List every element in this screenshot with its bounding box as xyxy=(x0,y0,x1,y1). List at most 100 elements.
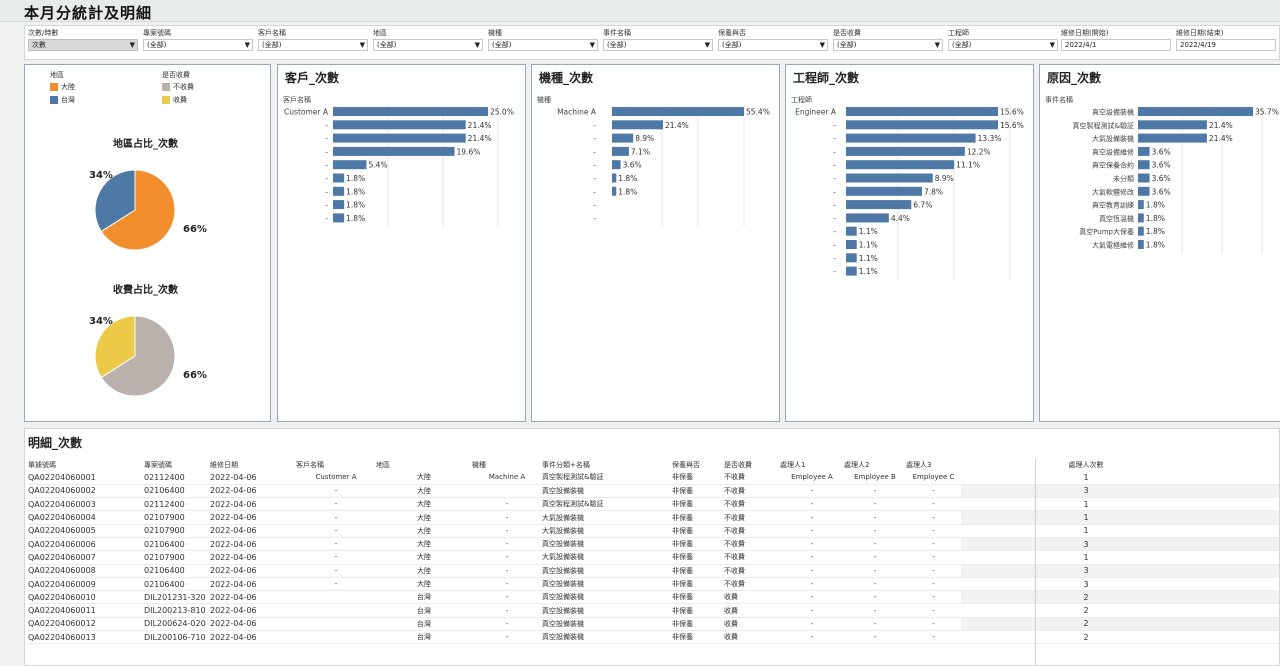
table-cell: 02106400 xyxy=(144,577,210,592)
bar[interactable] xyxy=(1138,226,1144,236)
column-header[interactable]: 專案號碼 xyxy=(144,461,172,469)
column-header[interactable]: 地區 xyxy=(376,461,390,469)
filter-dropdown[interactable]: (全部) ▼ xyxy=(258,39,368,51)
table-cell: - xyxy=(780,603,844,618)
column-header[interactable]: 客戶名稱 xyxy=(296,461,324,469)
chevron-down-icon[interactable]: ▼ xyxy=(819,41,825,49)
bar[interactable] xyxy=(333,160,367,170)
pie-slice-0[interactable] xyxy=(100,169,176,251)
filter-dropdown[interactable]: (全部) ▼ xyxy=(718,39,828,51)
bar[interactable] xyxy=(846,133,976,143)
table-cell: Customer A xyxy=(296,471,376,485)
bar[interactable] xyxy=(846,213,889,223)
table-row[interactable]: QA02204060011 DIL200213-810 2022-04-06 台灣 - 真… xyxy=(28,603,1279,618)
column-header[interactable]: 機種 xyxy=(472,461,486,469)
bar-value-label: 7.8% xyxy=(924,187,943,196)
table-row[interactable]: QA02204060013 DIL200106-710 2022-04-06 台灣 - 真… xyxy=(28,630,1279,645)
bar[interactable] xyxy=(612,107,744,116)
bar[interactable] xyxy=(1138,133,1207,143)
filter-dropdown[interactable]: (全部) ▼ xyxy=(373,39,483,51)
pie-slice-0[interactable] xyxy=(100,315,176,397)
table-row[interactable]: QA02204060010 DIL201231-320 2022-04-06 台灣 - 真… xyxy=(28,590,1279,605)
bar[interactable] xyxy=(1138,160,1150,170)
column-header[interactable]: 保養與否 xyxy=(672,461,700,469)
bar[interactable] xyxy=(612,133,634,143)
filter-dropdown[interactable]: 2022/4/19 xyxy=(1176,39,1276,51)
filter-dropdown[interactable]: (全部) ▼ xyxy=(143,39,253,51)
filter-dropdown[interactable]: (全部) ▼ xyxy=(948,39,1058,51)
chevron-down-icon[interactable]: ▼ xyxy=(589,41,595,49)
bar[interactable] xyxy=(846,160,955,170)
chevron-down-icon[interactable]: ▼ xyxy=(704,41,710,49)
table-cell: - xyxy=(472,510,542,525)
table-row[interactable]: QA02204060006 02106400 2022-04-06- 大陸 - 真空設備裝… xyxy=(28,537,1279,552)
bar[interactable] xyxy=(612,186,617,196)
bar[interactable] xyxy=(846,146,965,156)
table-cell xyxy=(296,590,376,605)
bar[interactable] xyxy=(333,107,488,116)
column-header[interactable]: 處理人次數 xyxy=(1068,461,1104,469)
bar[interactable] xyxy=(846,186,922,196)
column-header[interactable]: 單據號碼 xyxy=(28,461,56,469)
column-header[interactable]: 時數 xyxy=(1211,459,1279,471)
filter-dropdown[interactable]: (全部) ▼ xyxy=(488,39,598,51)
bar[interactable] xyxy=(333,173,345,183)
bar[interactable] xyxy=(1138,213,1144,223)
column-header[interactable]: 維修日期 xyxy=(210,461,238,469)
table-row[interactable]: QA02204060009 02106400 2022-04-06- 大陸 - 真空設備裝… xyxy=(28,577,1279,592)
bar[interactable] xyxy=(846,173,933,183)
bar[interactable] xyxy=(333,120,466,130)
filter-dropdown[interactable]: (全部) ▼ xyxy=(833,39,943,51)
bar[interactable] xyxy=(1138,120,1207,130)
column-header[interactable]: 事件分類+名稱 xyxy=(542,461,590,469)
chevron-down-icon[interactable]: ▼ xyxy=(474,41,480,49)
bar[interactable] xyxy=(846,120,998,130)
column-header[interactable]: 處理人1 xyxy=(780,461,806,469)
table-cell: - xyxy=(906,537,961,552)
filter-dropdown[interactable]: 2022/4/1 xyxy=(1061,39,1171,51)
chevron-down-icon[interactable]: ▼ xyxy=(934,41,940,49)
bar[interactable] xyxy=(333,213,345,223)
bar[interactable] xyxy=(612,120,663,130)
table-row[interactable]: QA02204060001 02112400 2022-04-06 Customer … xyxy=(28,471,1279,485)
bar[interactable] xyxy=(612,173,617,183)
bar[interactable] xyxy=(1138,240,1144,249)
bar[interactable] xyxy=(1138,186,1150,196)
chevron-down-icon[interactable]: ▼ xyxy=(1049,41,1055,49)
table-row[interactable]: QA02204060003 02112400 2022-04-06- 大陸 - 真空製程測… xyxy=(28,497,1279,512)
chevron-down-icon[interactable]: ▼ xyxy=(244,41,250,49)
filter-value: (全部) xyxy=(952,41,972,49)
column-header[interactable]: 處理人3 xyxy=(906,461,932,469)
bar[interactable] xyxy=(846,240,857,249)
chevron-down-icon[interactable]: ▼ xyxy=(359,41,365,49)
bar[interactable] xyxy=(846,107,998,116)
table-row[interactable]: QA02204060012 DIL200624-020 2022-04-06 台灣 - 真… xyxy=(28,617,1279,632)
bar[interactable] xyxy=(846,266,857,276)
bar[interactable] xyxy=(333,146,455,156)
table-row[interactable]: QA02204060004 02107900 2022-04-06- 大陸 - 大氣設備裝… xyxy=(28,510,1279,525)
bar[interactable] xyxy=(333,133,466,143)
column-header[interactable]: 處理人2 xyxy=(844,461,870,469)
customer-chart-panel: 客戶_次數 客戶名稱 Customer A 25.0% - 21.4% - 21.4% - 1… xyxy=(277,64,526,422)
table-row[interactable]: QA02204060002 02106400 2022-04-06- 大陸 真空設備裝機… xyxy=(28,484,1279,499)
chevron-down-icon[interactable]: ▼ xyxy=(129,41,135,49)
bar[interactable] xyxy=(333,186,345,196)
table-row[interactable]: QA02204060005 02107900 2022-04-06- 大陸 - 大氣設備裝… xyxy=(28,524,1279,538)
bar[interactable] xyxy=(333,200,345,210)
pie-slice-1[interactable] xyxy=(94,169,136,233)
bar[interactable] xyxy=(846,253,857,263)
bar[interactable] xyxy=(1138,107,1253,116)
bar[interactable] xyxy=(846,200,912,210)
column-header[interactable]: 是否收費 xyxy=(724,461,752,469)
bar[interactable] xyxy=(1138,146,1150,156)
bar[interactable] xyxy=(846,226,857,236)
filter-dropdown[interactable]: 次數 ▼ xyxy=(28,39,138,51)
bar[interactable] xyxy=(612,160,621,170)
bar[interactable] xyxy=(612,146,629,156)
table-row[interactable]: QA02204060008 02106400 2022-04-06- 大陸 - 真空設備裝… xyxy=(28,564,1279,578)
filter-dropdown[interactable]: (全部) ▼ xyxy=(603,39,713,51)
bar[interactable] xyxy=(1138,173,1150,183)
table-row[interactable]: QA02204060007 02107900 2022-04-06- 大陸 - 大氣設備裝… xyxy=(28,550,1279,565)
pie-slice-1[interactable] xyxy=(94,315,136,379)
bar[interactable] xyxy=(1138,200,1144,210)
